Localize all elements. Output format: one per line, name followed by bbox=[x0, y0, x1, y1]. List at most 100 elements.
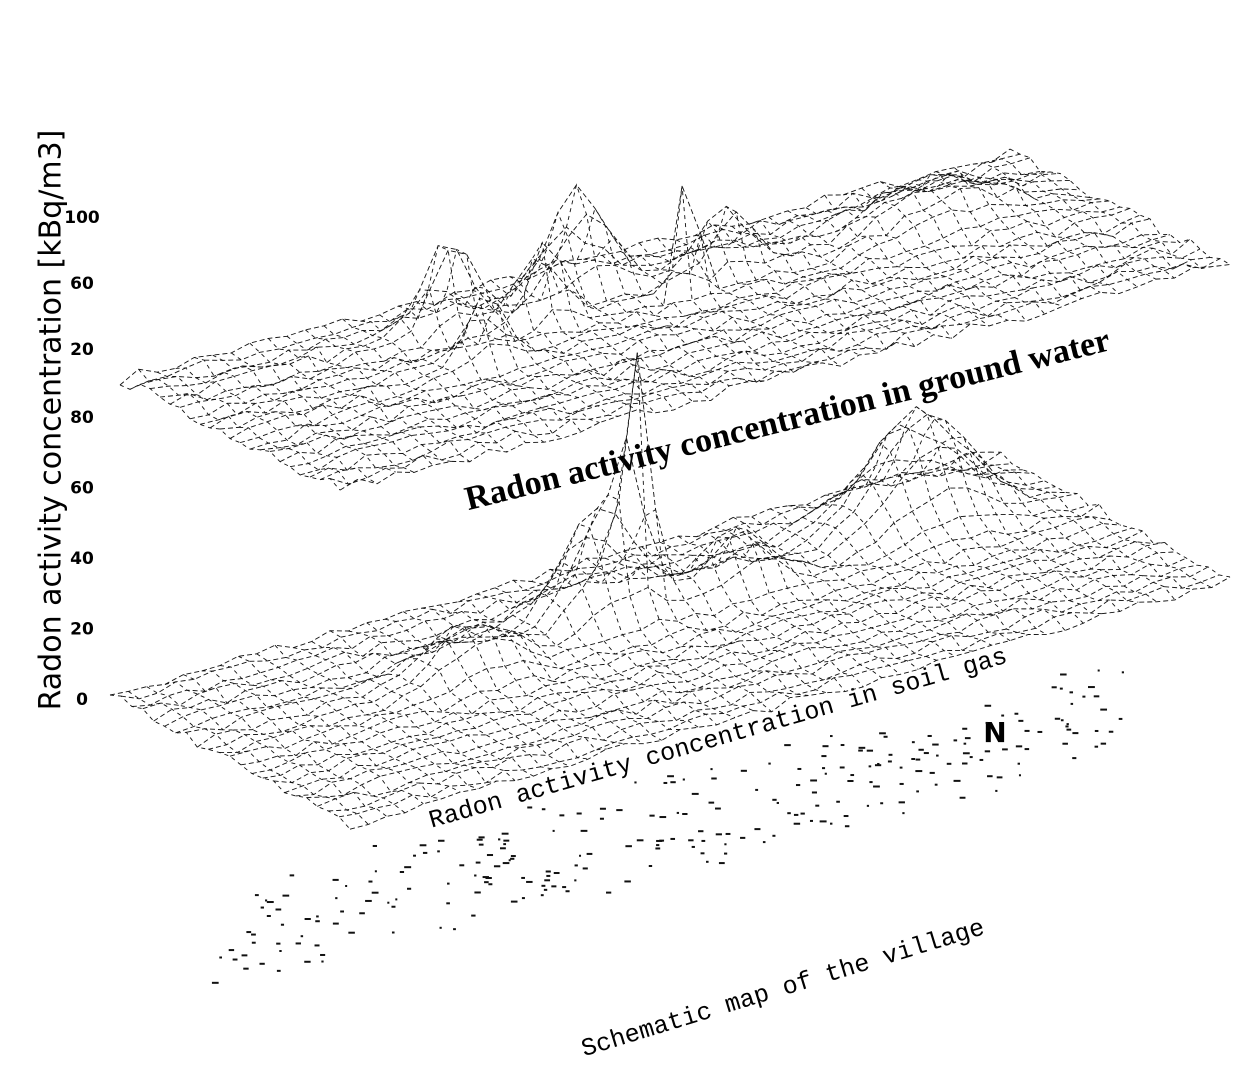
map-dot bbox=[485, 876, 492, 879]
wire bbox=[366, 622, 607, 751]
map-dot bbox=[815, 804, 820, 807]
map-dot bbox=[422, 851, 428, 854]
map-dot bbox=[1024, 748, 1030, 751]
map-dot bbox=[484, 881, 489, 884]
wire bbox=[268, 338, 489, 450]
map-dot bbox=[797, 767, 802, 770]
north-label: N bbox=[983, 716, 1006, 749]
map-dot bbox=[888, 753, 893, 756]
map-dot bbox=[953, 779, 961, 782]
wire bbox=[806, 472, 1047, 635]
map-dot bbox=[649, 814, 655, 817]
map-dot bbox=[772, 798, 777, 801]
wire bbox=[513, 523, 754, 712]
wire bbox=[186, 435, 1067, 733]
map-dot bbox=[915, 758, 921, 761]
map-dot bbox=[1093, 695, 1100, 698]
map-dot bbox=[474, 891, 481, 894]
map-dot bbox=[700, 852, 705, 855]
wire bbox=[509, 258, 730, 387]
map-dot bbox=[755, 788, 759, 791]
map-dot bbox=[502, 862, 510, 865]
map-dot bbox=[246, 931, 252, 934]
map-dot bbox=[275, 908, 282, 911]
map-dot bbox=[987, 775, 993, 778]
map-dot bbox=[787, 812, 791, 815]
map-dot bbox=[624, 880, 631, 883]
map-dot bbox=[1121, 671, 1124, 674]
map-dot bbox=[877, 762, 880, 765]
panel-label: Radon activity concentration in soil gas bbox=[426, 642, 1011, 835]
wire bbox=[229, 206, 1121, 439]
map-dot bbox=[850, 774, 855, 777]
map-dot bbox=[276, 942, 281, 945]
wire bbox=[339, 574, 1220, 818]
map-dot bbox=[959, 796, 966, 799]
map-dot bbox=[546, 874, 551, 877]
wire bbox=[494, 560, 736, 718]
wire bbox=[694, 227, 916, 347]
map-dot bbox=[1094, 745, 1099, 748]
map-dot bbox=[866, 749, 874, 752]
map-dot bbox=[503, 843, 507, 846]
map-dot bbox=[606, 891, 612, 894]
map-dot bbox=[395, 898, 398, 901]
map-dot bbox=[368, 880, 373, 883]
map-dot bbox=[776, 801, 779, 804]
wire bbox=[209, 198, 1101, 429]
map-dot bbox=[1072, 757, 1077, 760]
map-dot bbox=[501, 832, 509, 835]
map-dot bbox=[545, 870, 551, 873]
map-dot bbox=[407, 887, 412, 890]
wire bbox=[916, 451, 1157, 603]
wire bbox=[676, 205, 897, 350]
map-dot bbox=[374, 870, 377, 873]
map-dot bbox=[934, 783, 938, 786]
village-map bbox=[211, 669, 1124, 984]
map-dot bbox=[822, 745, 829, 748]
wire bbox=[159, 171, 1051, 398]
wire bbox=[490, 261, 712, 401]
map-dot bbox=[682, 778, 685, 781]
map-dot bbox=[413, 854, 416, 857]
wire bbox=[138, 368, 359, 485]
wire bbox=[991, 158, 1212, 269]
wire bbox=[279, 234, 1171, 463]
wire bbox=[527, 211, 749, 383]
map-dot bbox=[927, 734, 932, 737]
map-dot bbox=[551, 885, 557, 888]
wire bbox=[239, 207, 1131, 444]
wire bbox=[954, 167, 1175, 279]
wire bbox=[212, 354, 434, 466]
map-dot bbox=[387, 901, 390, 904]
map-dot bbox=[829, 735, 833, 738]
map-dot bbox=[740, 836, 746, 839]
map-dot bbox=[475, 861, 481, 864]
map-dot bbox=[1062, 742, 1068, 745]
wire bbox=[898, 436, 1139, 603]
map-dot bbox=[359, 912, 365, 915]
map-dot bbox=[1060, 673, 1067, 676]
map-dot bbox=[582, 867, 588, 870]
wire bbox=[403, 611, 644, 745]
wire bbox=[329, 258, 1221, 485]
wire bbox=[439, 604, 681, 731]
map-dot bbox=[911, 758, 916, 761]
wire bbox=[549, 352, 791, 698]
wire bbox=[458, 600, 699, 728]
map-dot bbox=[259, 962, 265, 965]
map-dot bbox=[811, 791, 818, 794]
wire bbox=[194, 357, 415, 473]
map-dot bbox=[701, 839, 706, 842]
wire bbox=[219, 665, 461, 793]
map-dot bbox=[586, 852, 593, 855]
wire bbox=[109, 694, 351, 830]
map-dot bbox=[300, 935, 304, 938]
map-dot bbox=[282, 894, 290, 897]
wire bbox=[306, 557, 1187, 798]
wire bbox=[641, 536, 882, 679]
map-dot bbox=[280, 923, 285, 926]
map-dot bbox=[437, 850, 440, 853]
map-dot bbox=[858, 749, 863, 752]
map-dot bbox=[332, 878, 339, 881]
